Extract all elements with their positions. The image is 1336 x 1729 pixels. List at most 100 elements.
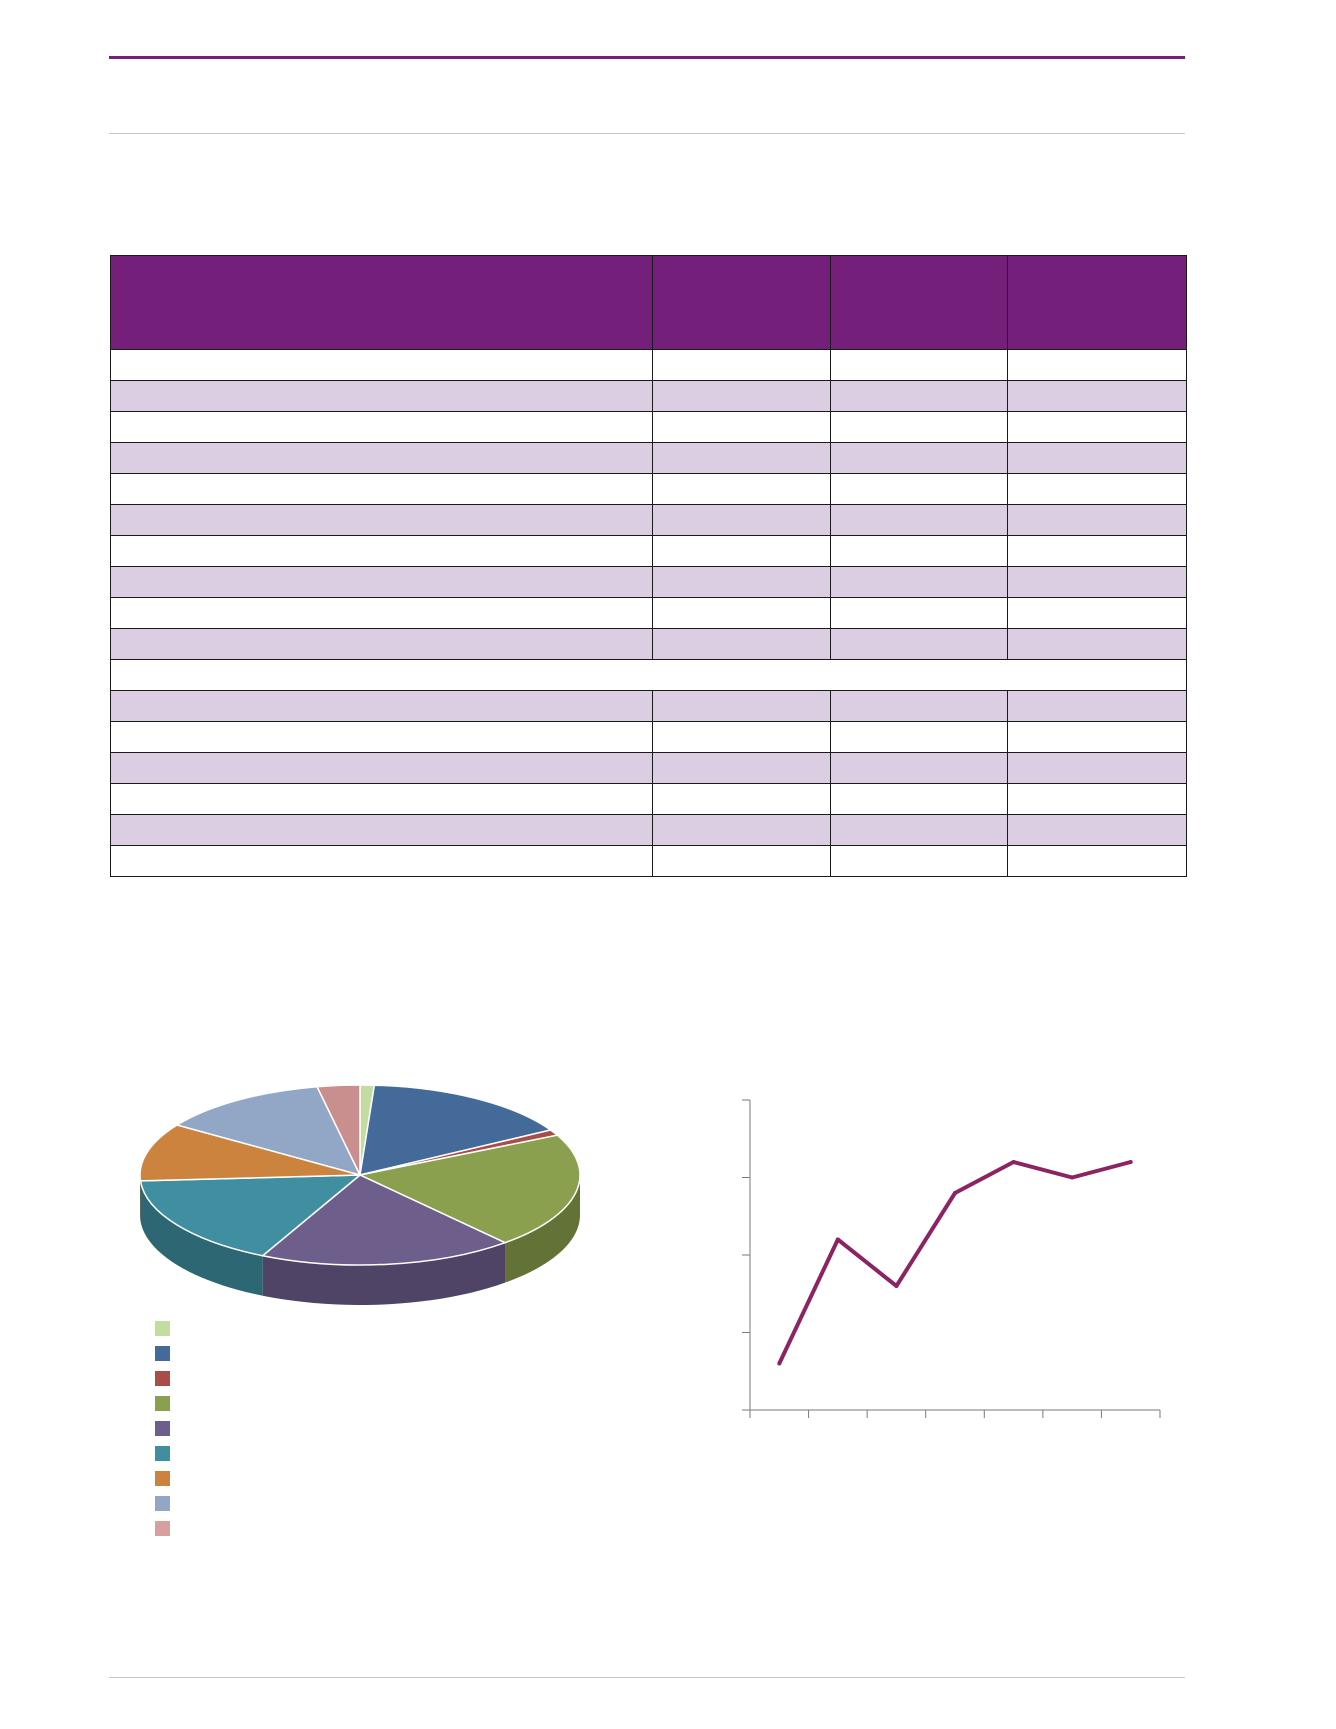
table-cell xyxy=(110,628,653,660)
legend-swatch xyxy=(155,1371,170,1386)
pie-slice xyxy=(357,1134,581,1244)
table-cell xyxy=(830,690,1008,722)
table-cell xyxy=(110,411,653,443)
line-point xyxy=(1128,1160,1133,1164)
table-row xyxy=(110,504,1187,536)
table-cell xyxy=(1007,814,1187,846)
table-cell xyxy=(652,783,831,815)
pie-slice xyxy=(139,1124,361,1182)
table-cell xyxy=(110,597,653,629)
table-cell xyxy=(1007,473,1187,505)
legend-swatch xyxy=(155,1446,170,1461)
pie-slice-side xyxy=(505,1175,580,1283)
pie-slice xyxy=(359,1084,553,1176)
table-cell xyxy=(830,411,1008,443)
pie-legend xyxy=(155,1316,615,1541)
legend-item xyxy=(155,1441,615,1466)
table-cell xyxy=(830,597,1008,629)
table-cell xyxy=(1007,535,1187,567)
table-cell xyxy=(110,535,653,567)
table-cell xyxy=(830,752,1008,784)
table-cell xyxy=(652,721,831,753)
table-cell xyxy=(830,721,1008,753)
legend-item xyxy=(155,1391,615,1416)
line-point xyxy=(835,1237,840,1242)
pie-slice xyxy=(175,1085,362,1177)
line-point xyxy=(953,1191,957,1195)
table-row xyxy=(110,473,1187,505)
table-cell xyxy=(652,442,831,474)
table-row xyxy=(110,411,1187,443)
table-cell xyxy=(652,566,831,598)
legend-item xyxy=(155,1316,615,1341)
table-cell xyxy=(110,473,653,505)
table-cell xyxy=(652,504,831,536)
legend-swatch xyxy=(155,1421,170,1436)
legend-swatch xyxy=(155,1471,170,1486)
table-cell xyxy=(1007,411,1187,443)
table-cell xyxy=(110,442,653,474)
table-cell xyxy=(830,628,1008,660)
legend-swatch xyxy=(155,1346,170,1361)
table-cell xyxy=(1007,628,1187,660)
pie-slice xyxy=(139,1174,363,1257)
table-cell xyxy=(1007,442,1187,474)
line-point xyxy=(1011,1160,1016,1164)
table-row xyxy=(110,442,1187,474)
line-point xyxy=(894,1284,899,1288)
legend-item xyxy=(155,1341,615,1366)
table-header-cell xyxy=(830,255,1008,350)
legend-item xyxy=(155,1366,615,1391)
table-cell xyxy=(830,814,1008,846)
table-cell xyxy=(110,814,653,846)
table-cell xyxy=(1007,845,1187,877)
table-row xyxy=(110,349,1187,381)
table-cell xyxy=(1007,566,1187,598)
table-cell xyxy=(652,535,831,567)
legend-swatch xyxy=(155,1496,170,1511)
table-cell xyxy=(830,349,1008,381)
table-header-cell xyxy=(1007,255,1187,350)
table-cell xyxy=(830,380,1008,412)
table-cell xyxy=(1007,752,1187,784)
table-cell xyxy=(652,845,831,877)
table-row xyxy=(110,783,1187,815)
table-cell xyxy=(652,690,831,722)
table-cell xyxy=(830,783,1008,815)
table-cell xyxy=(652,349,831,381)
table-cell xyxy=(830,442,1008,474)
table-cell xyxy=(110,752,653,784)
table-row xyxy=(110,597,1187,629)
legend-item xyxy=(155,1466,615,1491)
line-point xyxy=(777,1361,782,1366)
header-divider xyxy=(109,133,1185,134)
table-cell xyxy=(1007,690,1187,722)
table-row xyxy=(110,566,1187,598)
table-cell xyxy=(110,845,653,877)
legend-swatch xyxy=(155,1321,170,1336)
table-cell xyxy=(830,535,1008,567)
table-cell xyxy=(1007,597,1187,629)
table-cell xyxy=(110,566,653,598)
table-header-row xyxy=(110,255,1187,350)
table-body xyxy=(110,349,1187,877)
table-cell xyxy=(1007,380,1187,412)
table-cell xyxy=(110,690,653,722)
line-chart-svg xyxy=(742,1099,1161,1418)
table-cell xyxy=(110,783,653,815)
table-cell xyxy=(652,597,831,629)
table-row xyxy=(110,752,1187,784)
table-cell xyxy=(652,380,831,412)
table-cell xyxy=(652,814,831,846)
table-cell xyxy=(830,845,1008,877)
table-row xyxy=(110,721,1187,753)
table-cell xyxy=(652,411,831,443)
footer-divider xyxy=(109,1677,1185,1678)
table-cell xyxy=(1007,504,1187,536)
pie-chart xyxy=(130,1060,610,1310)
table-cell xyxy=(652,628,831,660)
table-header-cell xyxy=(652,255,831,350)
table-cell xyxy=(830,473,1008,505)
pie-chart-svg xyxy=(139,1084,581,1305)
table-cell xyxy=(830,504,1008,536)
